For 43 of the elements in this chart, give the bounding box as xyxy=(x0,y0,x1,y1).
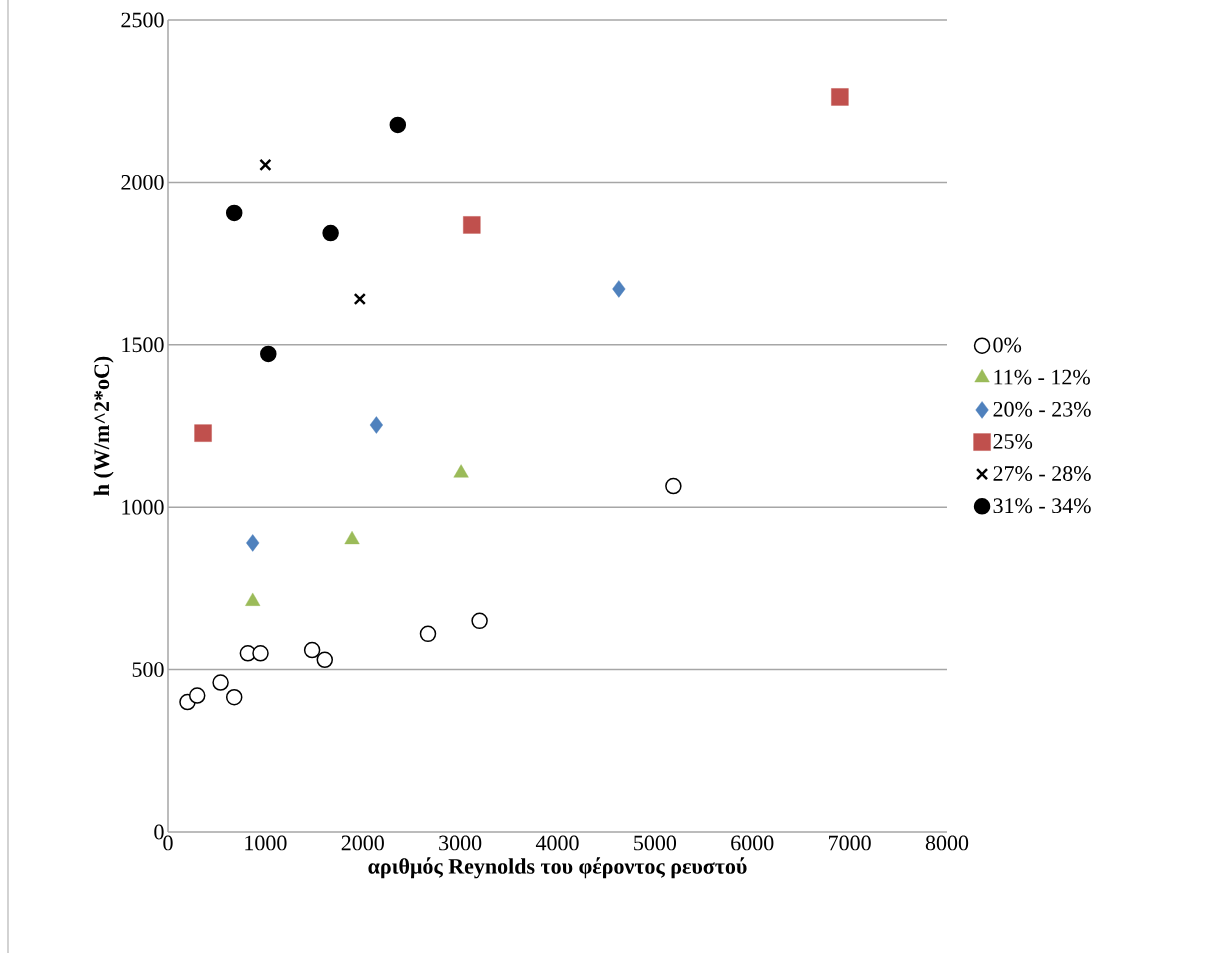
legend-label: 27% - 28% xyxy=(993,466,1091,482)
x-tick-label: 8000 xyxy=(925,835,969,851)
legend-label: 25% xyxy=(993,433,1033,449)
point xyxy=(246,534,260,552)
point xyxy=(322,224,339,242)
y-tick-label: 1500 xyxy=(122,337,164,353)
point xyxy=(259,158,272,172)
x-axis-title: αριθμός Reynolds του φέροντος ρευστού xyxy=(368,857,747,879)
y-tick-label: 2000 xyxy=(121,174,164,190)
point xyxy=(316,651,334,669)
x-tick-label: 5000 xyxy=(634,835,677,851)
point xyxy=(225,688,243,706)
point xyxy=(419,625,437,643)
point xyxy=(353,292,367,306)
point xyxy=(471,612,488,630)
y-axis-title: h (W/m^2*oC) xyxy=(93,356,114,496)
point xyxy=(212,674,229,691)
legend-label: 0% xyxy=(993,337,1022,353)
x-tick-label: 1000 xyxy=(245,835,287,851)
legend-label: 11% - 12% xyxy=(994,369,1090,385)
y-tick-label: 2500 xyxy=(121,12,164,28)
legend-label: 31% - 34% xyxy=(993,498,1091,514)
point xyxy=(369,416,383,434)
point xyxy=(665,477,682,495)
y-tick-label: 0 xyxy=(154,824,164,840)
x-tick-label: 6000 xyxy=(731,835,774,851)
x-tick-label: 3000 xyxy=(439,835,482,851)
point xyxy=(260,345,277,363)
x-tick-label: 4000 xyxy=(535,835,579,851)
x-tick-label: 2000 xyxy=(341,835,384,851)
y-tick-label: 500 xyxy=(132,662,164,678)
point xyxy=(225,204,243,222)
point xyxy=(194,424,212,442)
y-tick-label: 1000 xyxy=(122,499,164,515)
point xyxy=(188,687,206,704)
legend-label: 20% - 23% xyxy=(993,401,1091,417)
point xyxy=(612,280,626,298)
point xyxy=(831,88,849,106)
point xyxy=(303,641,321,659)
point xyxy=(252,645,269,662)
point xyxy=(463,216,481,234)
point xyxy=(389,116,407,134)
x-tick-label: 7000 xyxy=(829,835,871,851)
